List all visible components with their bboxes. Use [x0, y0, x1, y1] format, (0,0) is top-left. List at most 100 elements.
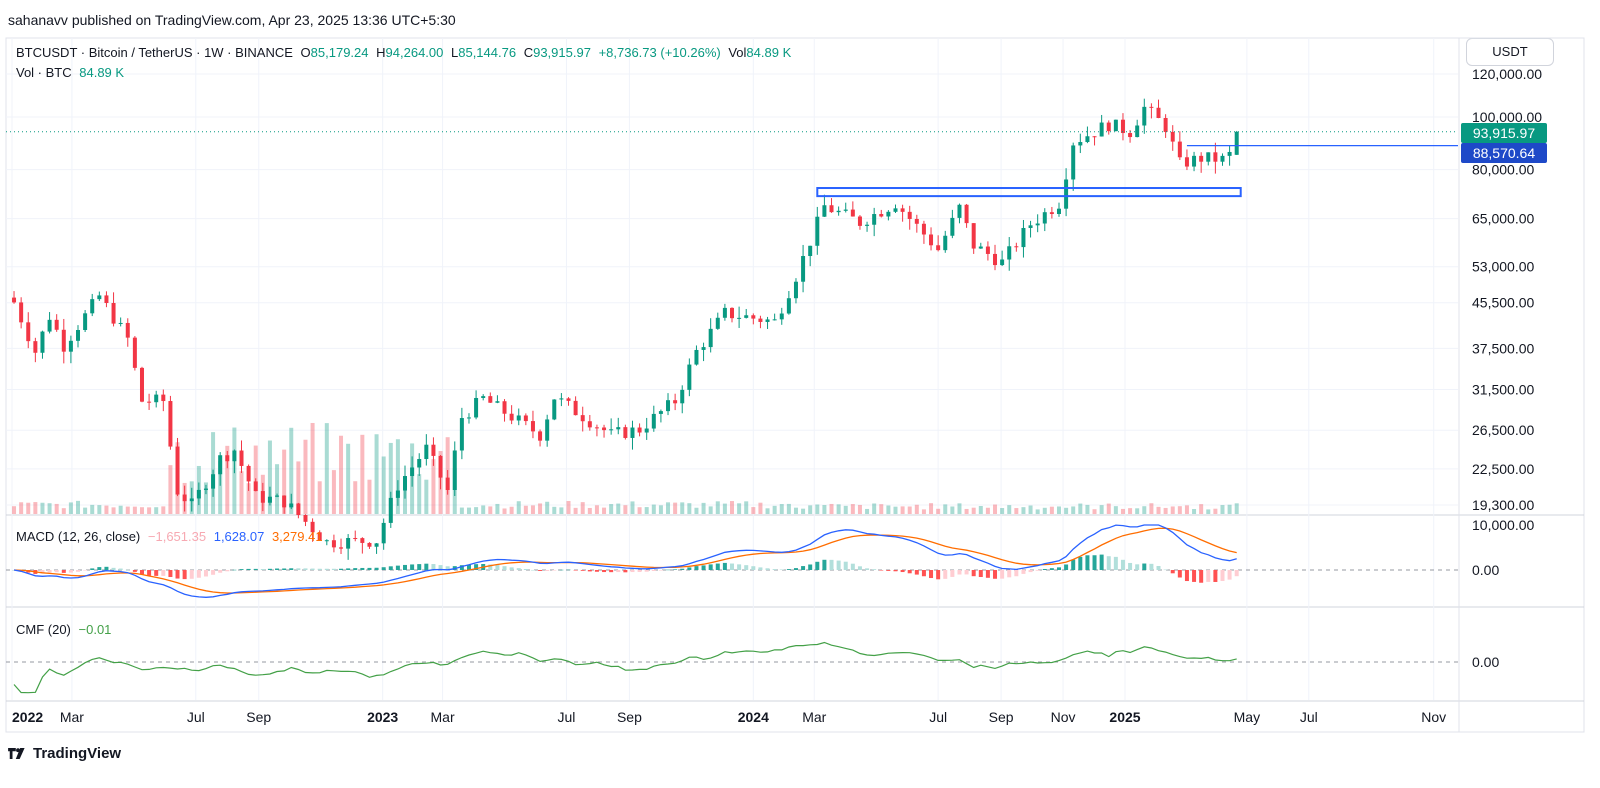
- macd-label[interactable]: MACD (12, 26, close): [16, 529, 141, 544]
- candle-body: [694, 349, 699, 365]
- macd-histogram-bar: [914, 570, 919, 575]
- candle-body: [132, 337, 137, 368]
- candle-body: [644, 428, 649, 433]
- volume-bar: [523, 505, 528, 514]
- candle-body: [729, 307, 734, 319]
- support-zone: [816, 187, 1242, 198]
- macd-histogram-bar: [253, 568, 258, 570]
- tradingview-logo[interactable]: TradingView: [8, 745, 121, 762]
- candle-body: [793, 281, 798, 299]
- volume-bar: [12, 506, 17, 514]
- volume-bar: [758, 502, 763, 514]
- candle-body: [1163, 118, 1168, 132]
- candle-body: [516, 415, 521, 421]
- macd-histogram-bar: [822, 559, 827, 570]
- candle-body: [971, 223, 976, 249]
- candle-body: [1234, 131, 1239, 155]
- volume-bar: [303, 439, 308, 514]
- volume-bar: [822, 505, 827, 514]
- volume-bar: [161, 506, 166, 514]
- macd-histogram-bar: [1049, 568, 1054, 570]
- candle-body: [438, 455, 443, 478]
- candle-body: [83, 313, 88, 331]
- candle-body: [104, 295, 109, 304]
- macd-histogram-bar: [708, 564, 713, 570]
- footer: TradingView: [0, 740, 1600, 788]
- candle-body: [410, 467, 415, 477]
- cmf-value: −0.01: [78, 622, 112, 637]
- macd-histogram-bar: [701, 565, 706, 570]
- macd-histogram-bar: [744, 565, 749, 570]
- volume-bar: [54, 503, 59, 514]
- candle-body: [857, 216, 862, 226]
- macd-histogram-bar: [161, 570, 166, 576]
- volume-bar: [1099, 505, 1104, 514]
- volume-bar: [104, 505, 109, 514]
- symbol-title[interactable]: BTCUSDT · Bitcoin / TetherUS · 1W · BINA…: [16, 45, 293, 60]
- candle-body: [360, 538, 365, 543]
- macd-histogram-bar: [666, 569, 671, 571]
- macd-histogram-bar: [993, 570, 998, 579]
- currency-button[interactable]: USDT: [1466, 38, 1554, 66]
- volume-bar: [296, 461, 301, 514]
- macd-histogram-bar: [509, 567, 514, 570]
- volume-indicator-value: 84.89 K: [79, 65, 125, 80]
- cmf-pane: [6, 641, 1458, 694]
- candle-body: [12, 297, 17, 303]
- candle-body: [97, 295, 102, 300]
- volume-bar: [602, 507, 607, 514]
- volume-bar: [744, 501, 749, 514]
- y-tick-label: 65,000.00: [1472, 211, 1534, 227]
- volume-bar: [118, 505, 123, 514]
- candle-body: [1184, 157, 1189, 167]
- macd-histogram-bar: [1085, 555, 1090, 570]
- macd-histogram-bar: [417, 564, 422, 570]
- volume-bar: [1120, 508, 1125, 514]
- candle-body: [921, 223, 926, 235]
- candles: [12, 98, 1239, 560]
- x-tick-label: Jul: [558, 709, 576, 725]
- volume-bar: [459, 507, 464, 514]
- volume-bar: [701, 502, 706, 514]
- volume-bar: [239, 471, 244, 514]
- candle-body: [538, 431, 543, 441]
- macd-histogram-bar: [751, 566, 756, 570]
- macd-histogram-bar: [54, 570, 59, 573]
- candle-body: [1099, 122, 1104, 137]
- macd-histogram-bar: [445, 566, 450, 570]
- candle-body: [808, 245, 813, 257]
- macd-histogram-bar: [367, 567, 372, 570]
- macd-signal-line: [13, 527, 1237, 594]
- volume-bar: [715, 501, 720, 514]
- candle-body: [1049, 212, 1054, 214]
- macd-histogram-bar: [694, 566, 699, 570]
- candle-body: [90, 299, 95, 314]
- macd-histogram-bar: [609, 570, 614, 573]
- volume-bar: [772, 505, 777, 514]
- price-chart[interactable]: 120,000.00 100,000.00 80,000.00 65,000.00 53…: [0, 0, 1600, 740]
- open-value: 85,179.24: [310, 45, 369, 60]
- macd-histogram-bar: [83, 570, 88, 571]
- y-tick-label: 120,000.00: [1472, 66, 1542, 82]
- macd-histogram-bar: [1099, 554, 1104, 570]
- macd-histogram-bar: [374, 567, 379, 570]
- volume-indicator-label[interactable]: Vol · BTC: [16, 65, 72, 80]
- macd-histogram-bar: [239, 569, 244, 570]
- macd-histogram-bar: [317, 568, 322, 570]
- volume-bar: [331, 470, 336, 514]
- volume-bar: [324, 423, 329, 514]
- volume-bar: [154, 507, 159, 514]
- macd-histogram-bar: [1128, 562, 1133, 570]
- candle-body: [637, 427, 642, 433]
- cmf-label[interactable]: CMF (20): [16, 622, 71, 637]
- macd-histogram-bar: [1092, 555, 1097, 570]
- macd-histogram-bar: [68, 570, 73, 573]
- candle-body: [47, 319, 52, 332]
- macd-histogram-bar: [580, 570, 585, 571]
- volume-bar: [139, 507, 144, 514]
- candle-body: [815, 216, 820, 246]
- macd-histogram-bar: [658, 570, 663, 571]
- candle-body: [495, 401, 500, 403]
- x-tick-label: 2023: [367, 709, 398, 725]
- volume-bar: [566, 501, 571, 514]
